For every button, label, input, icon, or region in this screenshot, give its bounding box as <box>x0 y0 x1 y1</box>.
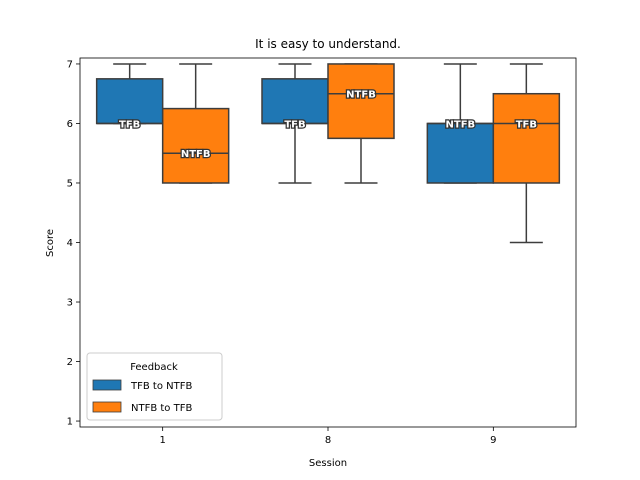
y-tick-label: 1 <box>67 417 73 428</box>
iqr-box <box>426 122 495 184</box>
box-tfb-to-ntfb-session-9: NTFB <box>426 63 495 184</box>
box-label: NTFB <box>346 90 376 101</box>
y-axis-label: Score <box>45 229 56 257</box>
x-tick-label: 1 <box>159 435 165 446</box>
iqr-box <box>261 78 329 125</box>
x-axis-label: Session <box>309 458 347 469</box>
legend: Feedback TFB to NTFB NTFB to TFB <box>86 352 223 421</box>
iqr-box <box>492 92 561 184</box>
box-ntfb-to-tfb-session-8: NTFB <box>327 63 395 184</box>
y-tick-label: 3 <box>67 298 73 309</box>
box-label: NTFB <box>446 119 476 130</box>
box-ntfb-to-tfb-session-1: NTFB <box>161 63 230 184</box>
legend-swatch-ntfb-to-tfb <box>92 401 122 413</box>
iqr-box <box>95 78 164 125</box>
y-tick-label: 4 <box>67 238 73 249</box>
iqr-box <box>161 107 230 184</box>
y-tick-label: 6 <box>67 119 73 130</box>
y-tick-label: 7 <box>67 59 73 70</box>
y-axis: 1 2 3 4 5 6 7 <box>67 59 80 428</box>
x-tick-label: 8 <box>325 435 331 446</box>
box-tfb-to-ntfb-session-1: TFB <box>95 63 164 132</box>
y-tick-label: 2 <box>67 357 73 368</box>
box-label: TFB <box>119 119 140 130</box>
box-tfb-to-ntfb-session-8: TFB <box>261 63 329 184</box>
y-tick-label: 5 <box>67 178 73 189</box>
iqr-box <box>327 63 395 140</box>
legend-label-ntfb-to-tfb: NTFB to TFB <box>131 403 192 414</box>
legend-swatch-tfb-to-ntfb <box>92 379 122 391</box>
box-label: NTFB <box>181 149 211 160</box>
chart-title: It is easy to understand. <box>255 37 401 51</box>
x-axis: 1 8 9 <box>159 427 497 446</box>
legend-label-tfb-to-ntfb: TFB to NTFB <box>130 381 192 392</box>
plot-area: TFB TFB NTFB NTFB NTFB TFB <box>95 63 561 244</box>
x-tick-label: 9 <box>490 435 496 446</box>
box-label: TFB <box>516 119 537 130</box>
box-label: TFB <box>284 119 305 130</box>
box-ntfb-to-tfb-session-9: TFB <box>492 63 561 244</box>
legend-title: Feedback <box>130 362 178 373</box>
